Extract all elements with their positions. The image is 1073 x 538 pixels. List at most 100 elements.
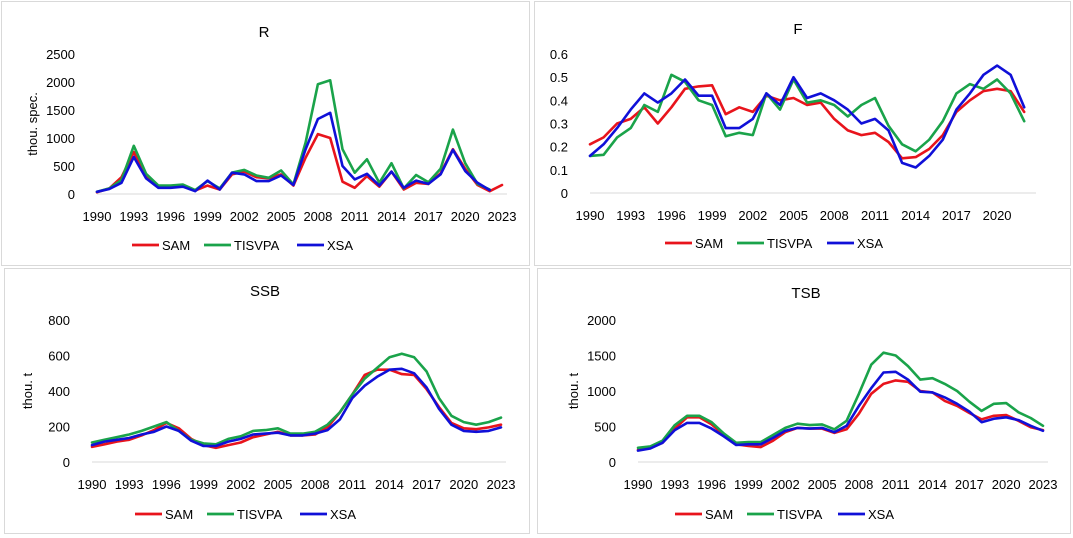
x-tick-label: 2017 [955, 477, 984, 492]
series-line-tisvpa [588, 73, 1026, 158]
x-tick-label: 1999 [193, 209, 222, 224]
y-tick-label: 0 [68, 187, 75, 202]
x-tick-label: 1996 [657, 208, 686, 223]
series-line-xsa [90, 367, 503, 448]
y-axis-label: thou. t [566, 373, 581, 410]
y-tick-label: 2500 [46, 47, 75, 62]
x-tick-label: 1993 [115, 477, 144, 492]
chart-tsb: TSB thou. t 0 500 1000 1500 2000 1990 1993 1996 19… [566, 285, 1057, 522]
x-tick-label: 2005 [267, 209, 296, 224]
legend-label-sam: SAM [165, 507, 193, 522]
y-tick-label: 0.3 [550, 117, 568, 132]
x-tick-label: 2011 [338, 477, 366, 492]
legend-label-xsa: XSA [327, 238, 353, 253]
legend-label-tisvpa: TISVPA [237, 507, 283, 522]
x-tick-label: 2008 [844, 477, 873, 492]
x-tick-label: 2008 [301, 477, 330, 492]
y-axis-label: thou. spec. [25, 92, 40, 156]
x-tick-label: 1993 [660, 477, 689, 492]
legend-label-xsa: XSA [330, 507, 356, 522]
x-tick-label: 1999 [189, 477, 218, 492]
x-tick-label: 2014 [918, 477, 947, 492]
y-tick-label: 1000 [587, 384, 616, 399]
legend-label-xsa: XSA [857, 236, 883, 251]
x-tick-label: 1999 [734, 477, 763, 492]
x-tick-label: 1990 [576, 208, 605, 223]
y-tick-label: 0 [561, 186, 568, 201]
chart-title: TSB [791, 285, 820, 302]
x-tick-label: 2011 [341, 209, 369, 224]
chart-title: R [259, 24, 270, 41]
legend-label-sam: SAM [162, 238, 190, 253]
x-tick-label: 2005 [263, 477, 292, 492]
x-tick-label: 2002 [738, 208, 767, 223]
y-tick-label: 0.2 [550, 140, 568, 155]
legend-label-sam: SAM [695, 236, 723, 251]
legend-label-tisvpa: TISVPA [777, 507, 823, 522]
y-tick-label: 2000 [46, 75, 75, 90]
x-tick-label: 2008 [820, 208, 849, 223]
x-tick-label: 2002 [226, 477, 255, 492]
series-line-xsa [588, 64, 1026, 169]
x-tick-label: 1990 [83, 209, 112, 224]
y-axis-label: thou. t [20, 373, 35, 410]
chart-ssb: SSB thou. t 0 200 400 600 800 1990 1993 1996 1999 2… [20, 283, 516, 522]
y-tick-label: 0 [609, 455, 616, 470]
legend-label-tisvpa: TISVPA [234, 238, 280, 253]
y-tick-label: 0.4 [550, 93, 568, 108]
chart-panel-f: F 0 0.1 0.2 0.3 0.4 0.5 0.6 1990 1993 1996 1999 2002… [534, 1, 1071, 266]
x-tick-label: 2011 [861, 208, 889, 223]
x-tick-label: 2005 [779, 208, 808, 223]
y-tick-label: 1500 [46, 103, 75, 118]
series-line-xsa [95, 111, 492, 194]
x-tick-label: 2002 [771, 477, 800, 492]
chart-panel-tsb: TSB thou. t 0 500 1000 1500 2000 1990 1993 1996 19… [537, 268, 1071, 534]
y-tick-label: 500 [594, 420, 616, 435]
legend-label-xsa: XSA [868, 507, 894, 522]
x-tick-label: 2008 [303, 209, 332, 224]
x-tick-label: 2017 [412, 477, 441, 492]
y-tick-label: 2000 [587, 313, 616, 328]
legend-label-sam: SAM [705, 507, 733, 522]
y-tick-label: 500 [53, 159, 75, 174]
x-tick-label: 1996 [152, 477, 181, 492]
x-tick-label: 2023 [488, 209, 517, 224]
chart-f: F 0 0.1 0.2 0.3 0.4 0.5 0.6 1990 1993 1996 1999 2002… [550, 21, 1036, 251]
x-tick-label: 2011 [882, 477, 910, 492]
x-tick-label: 2002 [230, 209, 259, 224]
x-tick-label: 1996 [697, 477, 726, 492]
x-tick-label: 1993 [616, 208, 645, 223]
x-tick-label: 1990 [624, 477, 653, 492]
legend-label-tisvpa: TISVPA [767, 236, 813, 251]
x-tick-label: 1999 [698, 208, 727, 223]
chart-panel-ssb: SSB thou. t 0 200 400 600 800 1990 1993 1996 1999 2… [4, 268, 530, 534]
y-tick-label: 0.1 [550, 163, 568, 178]
x-tick-label: 1996 [156, 209, 185, 224]
y-tick-label: 200 [48, 420, 70, 435]
y-tick-label: 0.6 [550, 47, 568, 62]
x-tick-label: 2023 [487, 477, 516, 492]
x-tick-label: 2014 [901, 208, 930, 223]
series-line-tisvpa [90, 352, 503, 446]
x-tick-label: 2020 [449, 477, 478, 492]
x-tick-label: 2020 [983, 208, 1012, 223]
x-tick-label: 1993 [119, 209, 148, 224]
y-tick-label: 0.5 [550, 70, 568, 85]
y-tick-label: 1500 [587, 349, 616, 364]
x-tick-label: 2014 [375, 477, 404, 492]
y-tick-label: 400 [48, 384, 70, 399]
x-tick-label: 2020 [451, 209, 480, 224]
series-line-tisvpa [636, 351, 1045, 450]
y-tick-label: 1000 [46, 131, 75, 146]
y-tick-label: 600 [48, 349, 70, 364]
x-tick-label: 2014 [377, 209, 406, 224]
x-tick-label: 2005 [808, 477, 837, 492]
x-tick-label: 2017 [942, 208, 971, 223]
chart-title: F [793, 21, 802, 38]
y-tick-label: 800 [48, 313, 70, 328]
x-tick-label: 2020 [992, 477, 1021, 492]
x-tick-label: 1990 [78, 477, 107, 492]
x-tick-label: 2017 [414, 209, 443, 224]
